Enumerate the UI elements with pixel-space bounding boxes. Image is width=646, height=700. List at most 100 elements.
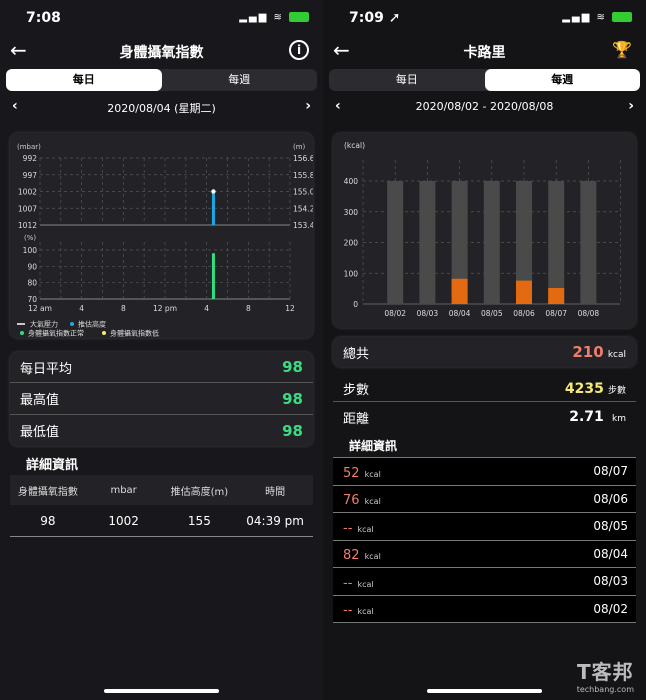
list-date: 08/04 [593, 546, 628, 561]
y-tick: 200 [344, 239, 359, 248]
list-item[interactable]: -- kcal 08/02 [333, 595, 636, 623]
altitude-bar [211, 191, 215, 225]
calorie-bar [516, 280, 532, 304]
spo2-chart-card: (mbar) (m) (%) 992 156.6 997 155.8 1002 155.0 100… [10, 133, 315, 338]
list-item[interactable]: 76 kcal 08/06 [333, 485, 636, 513]
kcal-value: 52 kcal [343, 465, 381, 481]
kcal-value: 82 kcal [343, 548, 381, 564]
period-tabs: 每日 每週 [6, 69, 317, 91]
tab-weekly[interactable]: 每週 [484, 69, 640, 91]
x-tick: 12 pm [153, 304, 177, 313]
total-label: 總共 [343, 346, 370, 362]
calorie-screen: 7:09 ➚ ▂▄▆ ≋ ← 卡路里 🏆 每日 每週 ‹ 2020/08/02 … [323, 0, 646, 700]
x-tick: 8 [121, 304, 126, 313]
list-item[interactable]: 82 kcal 08/04 [333, 540, 636, 568]
kcal-value: -- kcal [343, 603, 374, 619]
spo2-tick: 80 [27, 279, 37, 288]
legend-dot-icon [102, 331, 106, 335]
page-title: 卡路里 [463, 45, 506, 61]
steps-row: 步數 4235 步數 [333, 376, 636, 402]
stat-max: 最高值 98 [10, 383, 313, 415]
col-header: mbar [110, 484, 137, 496]
stat-average: 每日平均 98 [10, 352, 313, 383]
list-date: 08/07 [593, 464, 628, 479]
legend-label: 身體攝氧指數低 [110, 329, 159, 338]
stat-value: 98 [282, 358, 303, 376]
kcal-value: 76 kcal [343, 493, 381, 509]
detail-title: 詳細資訊 [349, 439, 398, 453]
calorie-chart-card: (kcal) 0 100 200 300 400 08/02 08/03 08/04 08/05 0… [333, 133, 636, 328]
y-axis-label: (kcal) [344, 141, 365, 150]
calorie-bar [451, 278, 468, 304]
status-time: 7:09 ➚ [349, 10, 401, 26]
next-date-icon[interactable]: › [305, 98, 311, 114]
home-indicator[interactable] [104, 689, 219, 693]
home-indicator[interactable] [427, 689, 542, 693]
tab-daily[interactable]: 每日 [6, 69, 162, 91]
altitude-tick: 156.6 [293, 154, 313, 163]
goal-bar [483, 181, 500, 304]
calorie-chart: (kcal) 0 100 200 300 400 08/02 08/03 08/04 08/05 0… [344, 141, 621, 318]
y-tick: 300 [344, 208, 359, 217]
x-tick: 08/05 [481, 309, 503, 318]
steps-value: 4235 步數 [564, 380, 626, 397]
detail-table: 身體攝氧指數 mbar 推估高度(m) 時間 98 1002 155 04:39 pm [10, 475, 313, 537]
date-range-label: 2020/08/02 - 2020/08/08 [415, 100, 554, 113]
stat-label: 最低值 [20, 425, 60, 440]
battery-icon [289, 12, 309, 22]
x-tick: 12 am [28, 304, 52, 313]
stat-label: 最高值 [20, 393, 60, 408]
status-time: 7:08 [26, 10, 61, 26]
spo2-unit: (%) [24, 234, 36, 242]
list-item[interactable]: -- kcal 08/03 [333, 568, 636, 596]
back-arrow-icon[interactable]: ← [10, 38, 27, 62]
altitude-tick: 155.0 [293, 188, 313, 197]
spo2-chart: (mbar) (m) (%) 992 156.6 997 155.8 1002 155.0 100… [17, 143, 315, 338]
legend-dot-icon [70, 322, 74, 326]
pressure-tick: 1002 [18, 188, 37, 197]
distance-value: 2.71 km [569, 409, 626, 425]
goal-bar [580, 181, 597, 304]
x-tick: 08/06 [513, 309, 535, 318]
cell: 155 [187, 513, 211, 528]
altitude-tick: 153.4 [293, 221, 313, 230]
spo2-tick: 90 [27, 262, 37, 271]
x-tick: 08/08 [578, 309, 600, 318]
x-tick: 08/04 [449, 309, 471, 318]
prev-date-icon[interactable]: ‹ [12, 98, 18, 114]
list-date: 08/03 [593, 574, 628, 589]
altitude-unit: (m) [293, 143, 306, 151]
list-item[interactable]: -- kcal 08/05 [333, 513, 636, 541]
stat-value: 98 [282, 389, 303, 408]
legend-dot-icon [20, 331, 24, 335]
cell: 98 [40, 513, 56, 528]
next-week-icon[interactable]: › [628, 98, 634, 114]
pressure-unit: (mbar) [17, 143, 41, 151]
pressure-tick: 1007 [18, 204, 37, 213]
stats-card: 每日平均 98 最高值 98 最低值 98 [10, 352, 313, 446]
distance-label: 距離 [343, 411, 370, 427]
trophy-icon[interactable]: 🏆 [612, 40, 632, 59]
info-icon[interactable]: i [289, 40, 309, 60]
col-header: 時間 [265, 486, 286, 498]
legend-label: 大氣壓力 [30, 320, 58, 329]
tab-weekly[interactable]: 每週 [228, 73, 251, 86]
tab-daily[interactable]: 每日 [395, 73, 418, 86]
x-tick: 4 [79, 304, 84, 313]
back-arrow-icon[interactable]: ← [333, 38, 350, 62]
y-tick: 400 [344, 177, 359, 186]
pressure-tick: 1012 [18, 221, 37, 230]
detail-title: 詳細資訊 [26, 458, 79, 473]
battery-icon [612, 12, 632, 22]
list-date: 08/05 [593, 519, 628, 534]
col-header: 推估高度(m) [170, 486, 229, 498]
watermark-site: techbang.com [576, 685, 634, 694]
list-item[interactable]: 52 kcal 08/07 [333, 458, 636, 486]
list-date: 08/02 [593, 601, 628, 616]
stat-label: 每日平均 [20, 361, 73, 377]
stat-min: 最低值 98 [10, 415, 313, 446]
y-tick: 0 [353, 300, 358, 309]
watermark-logo: T客邦 [577, 660, 634, 684]
prev-week-icon[interactable]: ‹ [335, 98, 341, 114]
goal-bar [548, 181, 565, 304]
